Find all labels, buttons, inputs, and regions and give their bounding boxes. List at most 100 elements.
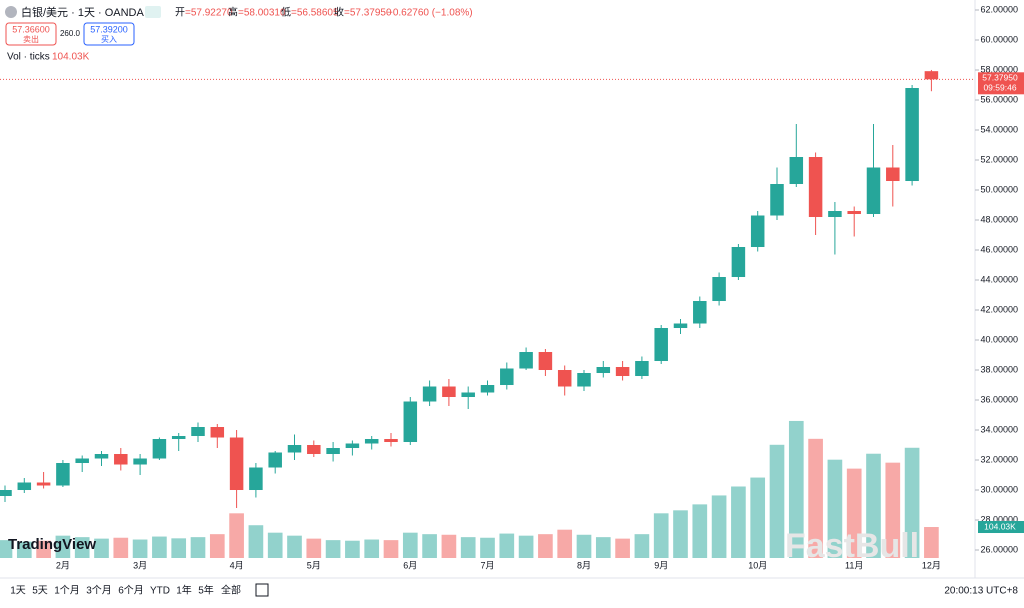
candle-body [866, 167, 881, 215]
volume-bar [364, 539, 380, 558]
candle-body [94, 454, 109, 459]
volume-bar [383, 540, 399, 558]
volume-bar [422, 534, 437, 558]
candle-body [615, 367, 630, 377]
symbol: 白银/美元 · 1天 · OANDA [21, 5, 145, 19]
y-tick-label: 32.00000 [980, 454, 1018, 464]
candle-body [307, 445, 321, 455]
y-tick-label: 28.00000 [980, 514, 1018, 524]
y-tick-label: 40.00000 [980, 334, 1018, 344]
x-tick-label: 10月 [748, 560, 767, 570]
volume-bar [538, 534, 553, 558]
y-tick-label: 58.00000 [980, 64, 1018, 74]
volume-bar [55, 535, 71, 558]
x-tick-label: 5月 [307, 560, 321, 570]
symbol-icon [5, 6, 17, 18]
ohlc-label: 高 [228, 6, 238, 19]
buy-button[interactable] [83, 22, 135, 46]
candle-body [461, 392, 475, 398]
price-tag-label: 57.37950 [982, 73, 1018, 83]
range-button[interactable]: 6个月 [118, 585, 144, 597]
candle-body [287, 445, 302, 453]
candle-body [152, 439, 167, 459]
volume-bar [113, 537, 129, 558]
candle-body [847, 211, 861, 215]
range-button[interactable]: 5年 [198, 584, 214, 597]
volume-bar [36, 540, 51, 558]
candle-body [364, 439, 379, 444]
volume-bar [557, 529, 573, 558]
x-tick-label: 12月 [922, 560, 941, 570]
ohlc-label: 收 [334, 6, 344, 19]
candle-body [654, 328, 668, 362]
candle-body [577, 373, 591, 387]
candle-body [770, 184, 784, 216]
candle-body [500, 368, 514, 386]
volume-bar [480, 537, 495, 558]
candle-body [808, 157, 823, 218]
candle-body [886, 167, 900, 182]
candle-body [114, 454, 128, 465]
candle-body [635, 361, 649, 377]
candle-body [557, 370, 572, 387]
candle-body [924, 71, 939, 80]
status-badge [145, 6, 161, 18]
volume-bar [924, 527, 939, 558]
ohlc-value: =57.92270 [185, 8, 233, 19]
candle-body [56, 463, 70, 486]
range-button[interactable]: 3个月 [86, 585, 112, 597]
range-button[interactable]: 1年 [176, 584, 192, 597]
candle-body [442, 386, 456, 398]
range-button[interactable]: 1个月 [54, 585, 80, 597]
ohlc-value: =56.58605 [291, 8, 339, 19]
candle-body [268, 452, 282, 468]
volume-bar [808, 438, 823, 558]
volume-bar [287, 535, 302, 558]
sell-price: 57.36600 [12, 24, 50, 34]
candle-body [828, 211, 842, 218]
x-tick-label: 4月 [230, 560, 244, 570]
ohlc-label: 开 [175, 8, 185, 19]
countdown: 09:59:46 [983, 83, 1016, 93]
y-tick-label: 34.00000 [980, 424, 1018, 434]
candle-body [75, 458, 89, 464]
range-button[interactable]: YTD [150, 586, 170, 597]
x-tick-label: 8月 [577, 560, 591, 570]
change: −0.62760 (−1.08%) [387, 8, 473, 19]
volume-bar [94, 538, 109, 558]
candle-body [789, 157, 804, 185]
y-tick-label: 60.00000 [980, 34, 1018, 44]
volume-bar [518, 535, 534, 558]
volume-bar [711, 495, 727, 558]
ohlc-value: =58.00310 [238, 8, 286, 19]
volume-bar [866, 453, 881, 558]
candle-body [519, 352, 533, 369]
candle-body [538, 352, 553, 371]
range-button[interactable]: 全部 [221, 584, 241, 597]
volume-bar [74, 537, 90, 558]
candle-body [229, 437, 244, 491]
date-range-icon[interactable] [255, 583, 269, 597]
x-tick-label: 9月 [654, 560, 668, 570]
volume-bar [345, 540, 360, 558]
range-button[interactable]: 5天 [32, 586, 48, 597]
y-tick-label: 36.00000 [980, 394, 1018, 404]
price-tag [978, 72, 1024, 95]
candle-body [731, 247, 746, 278]
volume-bar [634, 534, 650, 558]
candle-body [191, 427, 205, 437]
y-tick-label: 26.00000 [980, 544, 1018, 554]
y-tick-label: 62.00000 [980, 4, 1018, 14]
sell-button[interactable] [5, 22, 57, 46]
y-tick-label: 42.00000 [980, 304, 1018, 314]
volume-bar [499, 533, 515, 558]
volume-bar [731, 486, 746, 558]
volume-bar [615, 538, 630, 558]
volume-bar [209, 534, 225, 558]
x-tick-label: 3月 [133, 560, 147, 570]
volume-bar [595, 537, 611, 558]
range-button[interactable]: 1天 [10, 586, 26, 597]
candle-body [326, 448, 340, 455]
volume-bar [0, 540, 13, 558]
candle-body [345, 443, 360, 449]
